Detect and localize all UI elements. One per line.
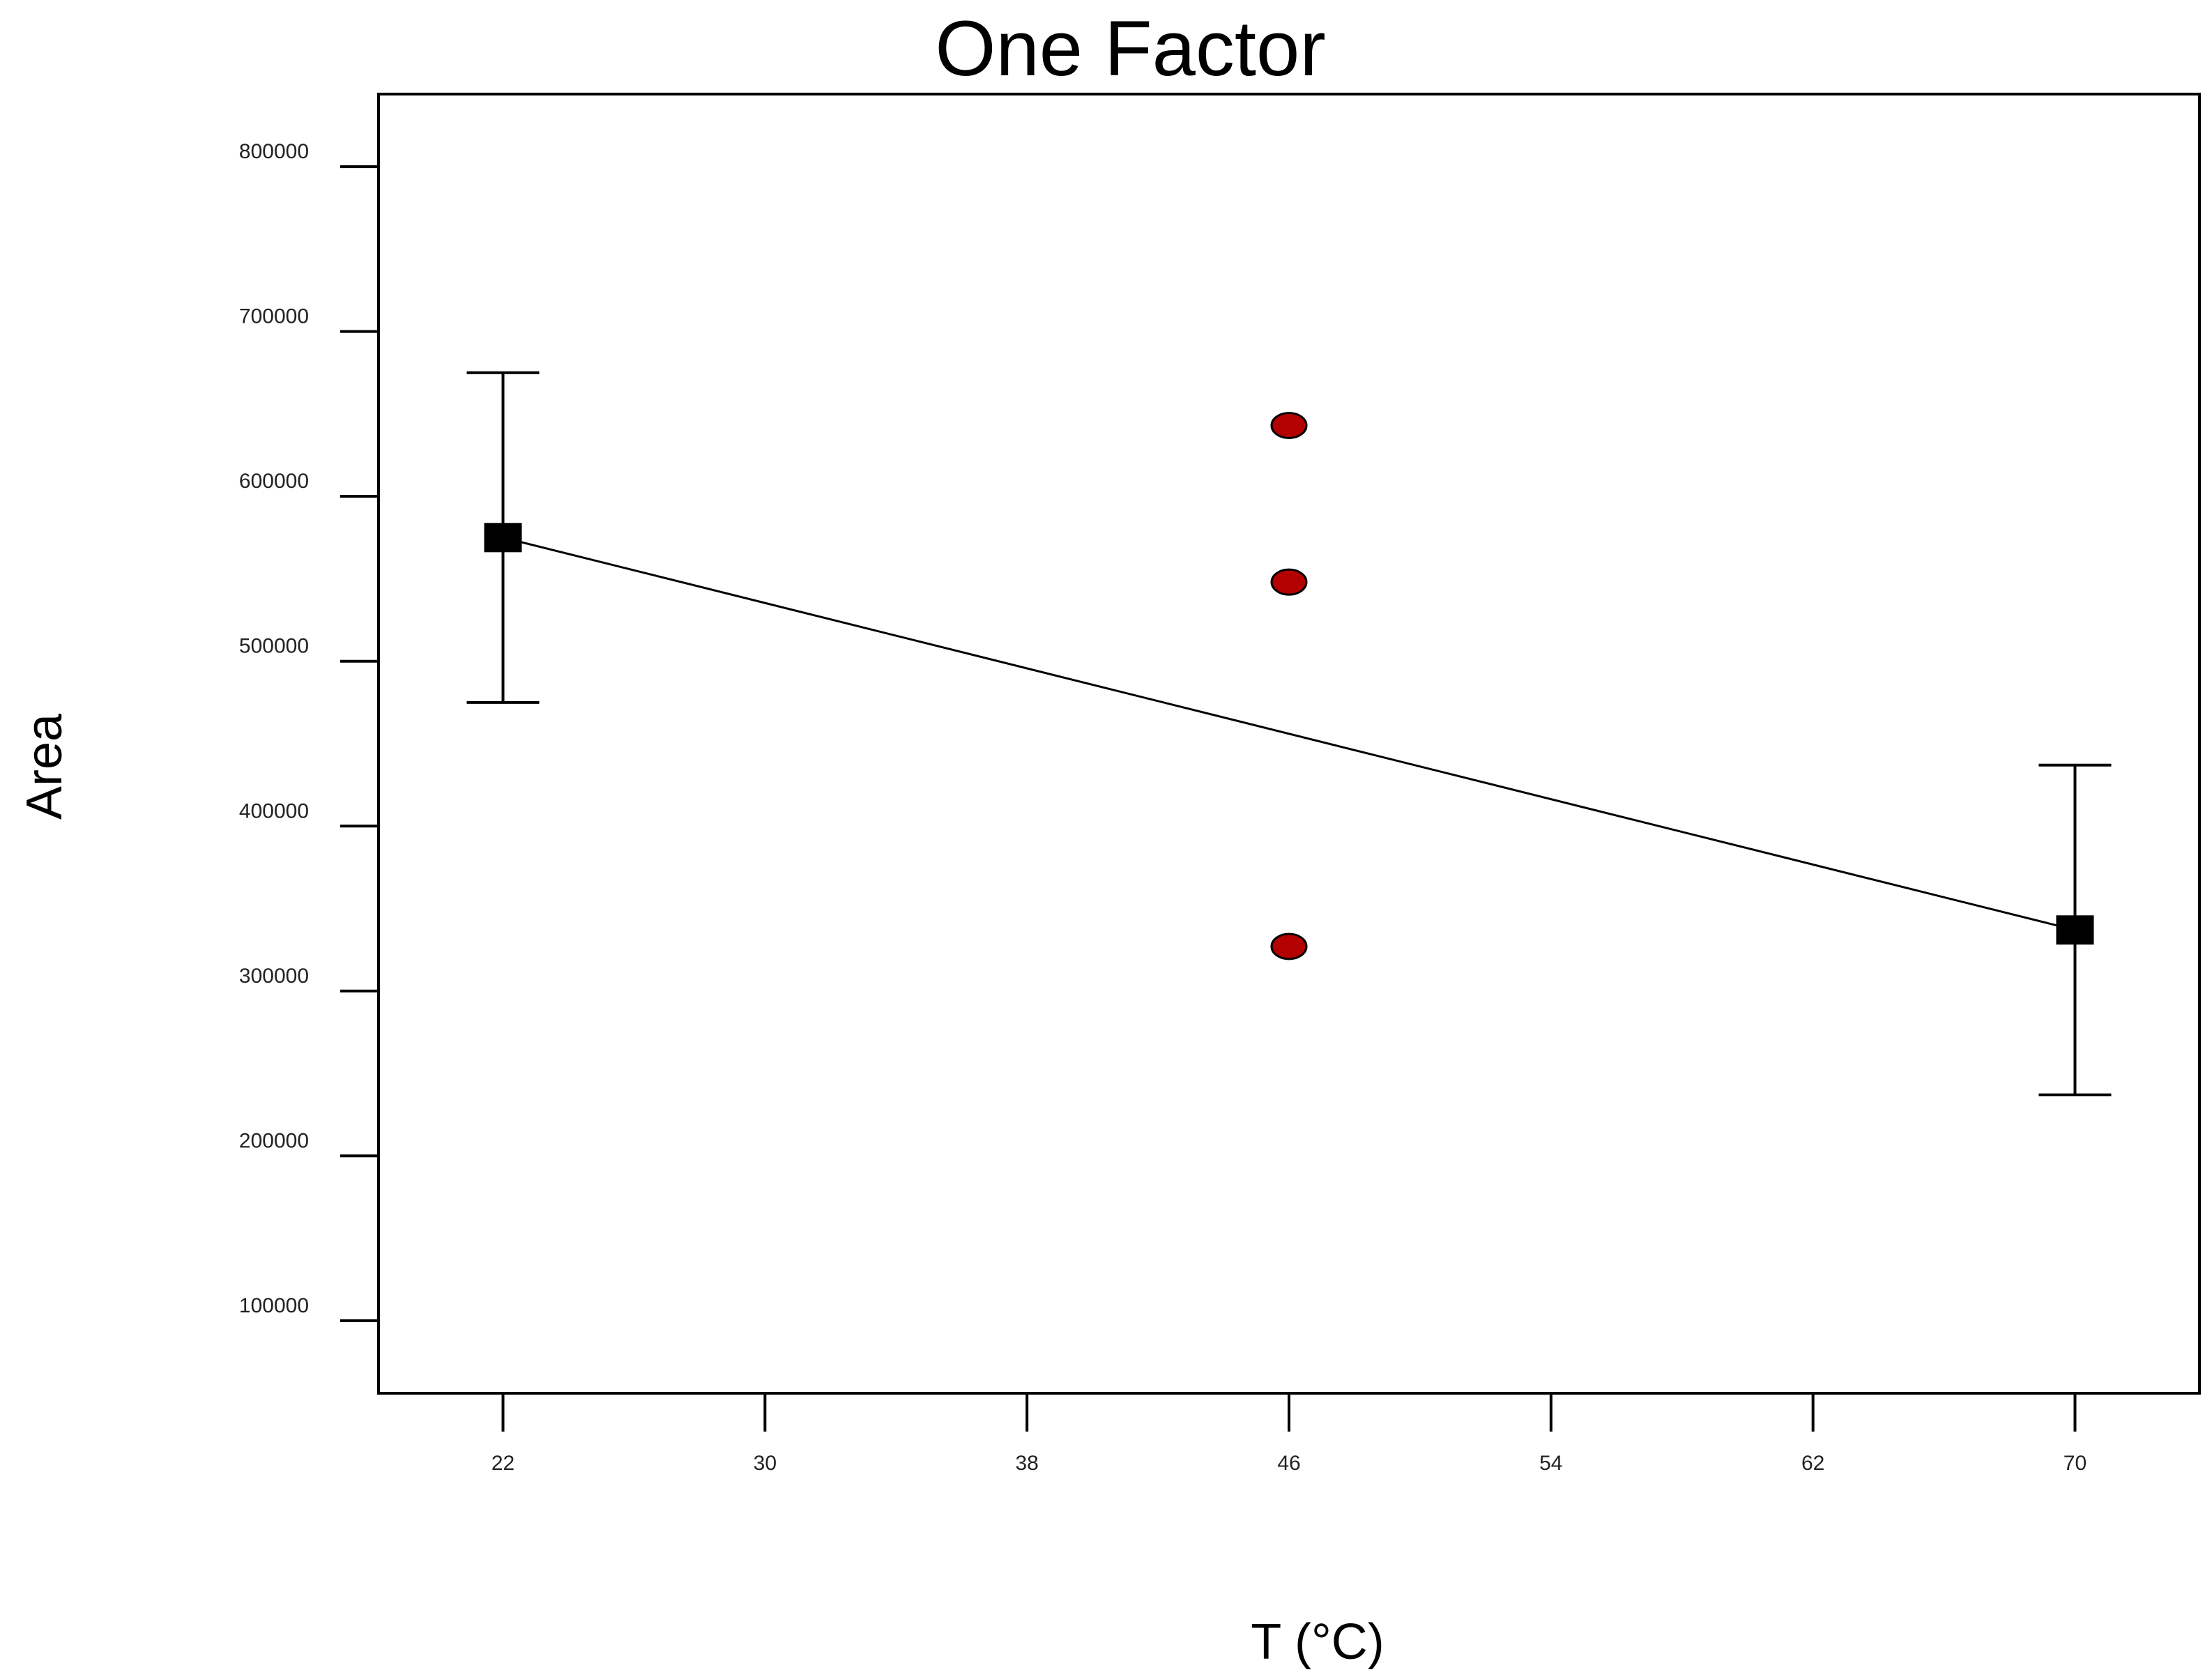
design-point [1270,568,1308,596]
x-tick-label: 46 [1277,1452,1300,1475]
plot-frame [377,93,2201,1395]
data-point-square [2056,915,2094,945]
y-tick-label: 800000 [239,140,309,163]
x-axis: 22 30 38 46 54 62 70 [491,1393,2087,1475]
y-tick-label: 400000 [239,799,309,822]
x-tick-label: 70 [2064,1452,2087,1475]
y-axis: 100000 200000 300000 400000 500000 600000 7000… [239,140,379,1322]
data-point-square [484,523,522,553]
y-tick-label: 700000 [239,305,309,328]
y-tick-label: 200000 [239,1129,309,1152]
x-axis-label: T (°C) [1251,1614,1384,1670]
x-tick-label: 30 [754,1452,777,1475]
y-tick-label: 300000 [239,965,309,988]
chart-title: One Factor [935,5,1326,92]
x-tick-label: 54 [1539,1452,1562,1475]
fit-line [503,536,2075,931]
x-tick-label: 62 [1801,1452,1824,1475]
design-point [1270,933,1308,960]
y-tick-label: 500000 [239,635,309,658]
y-axis-label: Area [17,713,73,820]
series-layer [466,371,2112,1096]
design-point [1270,411,1308,439]
x-tick-label: 22 [491,1452,514,1475]
y-tick-label: 600000 [239,470,309,493]
y-tick-label: 100000 [239,1294,309,1317]
x-tick-label: 38 [1015,1452,1038,1475]
